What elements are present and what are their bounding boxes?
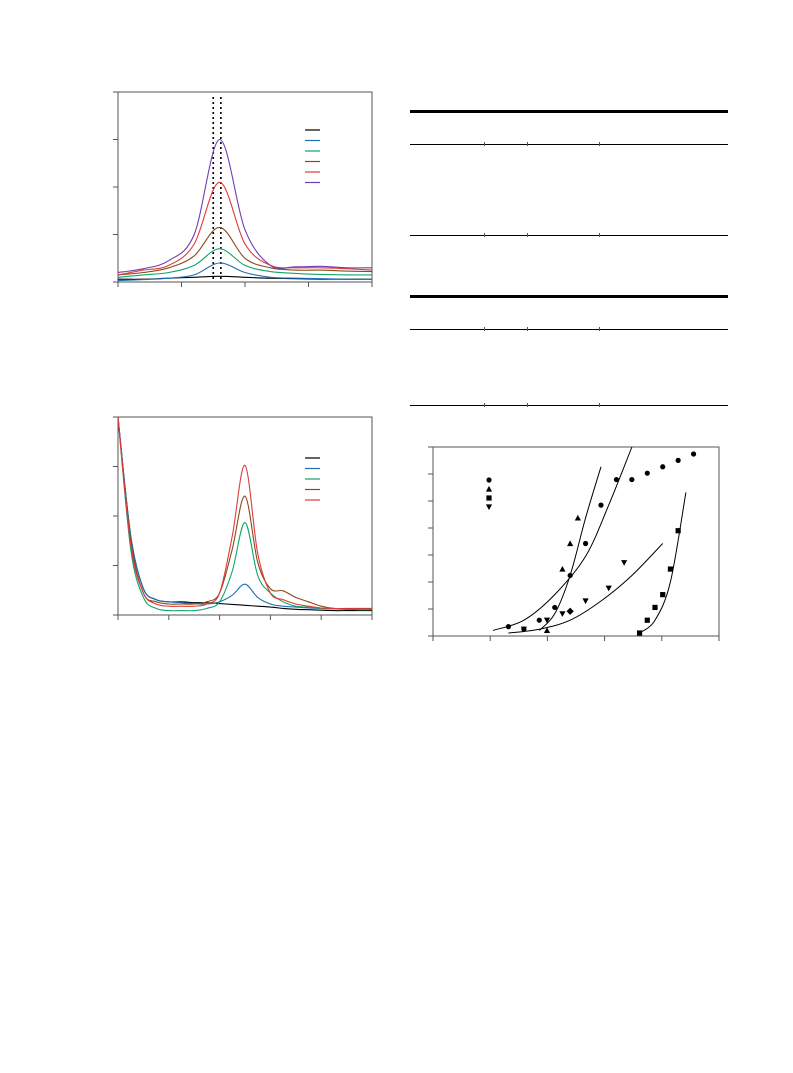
table2-header-rule — [410, 329, 728, 330]
marker-triangle-up — [574, 514, 581, 521]
marker-square — [675, 528, 681, 534]
table2-col-tick — [484, 327, 485, 331]
table2-top-rule — [410, 295, 728, 298]
marker-circle — [505, 624, 512, 630]
marker-square — [636, 630, 643, 636]
table2-bottom-rule — [410, 405, 728, 406]
marker-circle — [552, 604, 558, 611]
legend — [305, 129, 320, 184]
marker-triangle-down — [485, 504, 493, 511]
marker-circle — [675, 457, 681, 463]
marker-diamond — [566, 607, 574, 615]
table1-top-rule — [410, 110, 728, 113]
series-line — [117, 181, 373, 276]
chart-scatter — [428, 446, 720, 641]
marker-triangle-up — [567, 540, 574, 547]
marker-triangle-down — [621, 560, 628, 566]
marker-triangle-down — [559, 611, 566, 617]
series-line — [117, 138, 373, 274]
table2-col-tick — [527, 403, 528, 407]
series-line — [117, 416, 372, 612]
marker-circle — [598, 502, 604, 508]
fit-curve — [492, 446, 633, 631]
marker-triangle-up — [543, 627, 551, 634]
table1-col-tick — [527, 142, 528, 146]
marker-square — [660, 592, 666, 598]
table1-col-tick — [527, 233, 528, 237]
series-line — [117, 416, 373, 612]
marker-circle — [582, 540, 589, 547]
plot-area-border — [117, 416, 373, 616]
chart-spectra-bottom — [113, 416, 373, 620]
series-line — [117, 416, 372, 610]
chart-spectra-top — [113, 91, 373, 287]
table1-col-tick — [484, 142, 485, 146]
reference-lines — [212, 97, 222, 282]
table2-col-tick — [599, 327, 600, 331]
series-line — [117, 416, 372, 610]
table1-mid-rule — [410, 235, 728, 236]
marker-circle — [536, 617, 542, 623]
marker-circle — [644, 470, 650, 476]
plot-area-border — [432, 446, 720, 637]
series-line — [117, 226, 373, 276]
marker-square — [644, 617, 650, 623]
chart-frame — [113, 91, 373, 287]
series-line — [117, 416, 373, 611]
fit-curve — [538, 466, 602, 631]
table2-col-tick — [484, 403, 485, 407]
table1-col-tick — [599, 233, 600, 237]
marker-triangle-up — [559, 565, 566, 572]
marker-triangle-down — [582, 598, 589, 605]
table2-col-tick — [599, 403, 600, 407]
chart-frame — [428, 446, 720, 641]
table1-col-tick — [599, 142, 600, 146]
fit-curve — [508, 543, 664, 634]
marker-circle — [613, 476, 620, 483]
fit-curve — [639, 492, 687, 634]
marker-square — [667, 566, 674, 572]
marker-square — [486, 495, 492, 501]
series-line — [117, 248, 373, 278]
marker-circle — [486, 477, 492, 483]
table2-col-tick — [527, 327, 528, 331]
marker-triangle-down — [520, 626, 527, 633]
plot-area-border — [117, 91, 373, 283]
series-group — [117, 138, 373, 282]
legend — [485, 477, 493, 511]
series-line — [117, 262, 372, 282]
marker-circle — [660, 464, 666, 470]
marker-circle — [567, 572, 573, 579]
marker-circle — [629, 476, 635, 483]
table1-header-rule — [410, 144, 728, 145]
marker-triangle-up — [485, 485, 493, 492]
table1-col-tick — [484, 233, 485, 237]
series-group — [117, 416, 373, 612]
legend — [305, 457, 320, 501]
marker-circle — [690, 451, 697, 457]
marker-square — [652, 604, 658, 611]
chart-frame — [113, 416, 373, 620]
marker-triangle-down — [605, 585, 612, 592]
marker-triangle-down — [543, 617, 551, 624]
data-points — [505, 451, 697, 636]
